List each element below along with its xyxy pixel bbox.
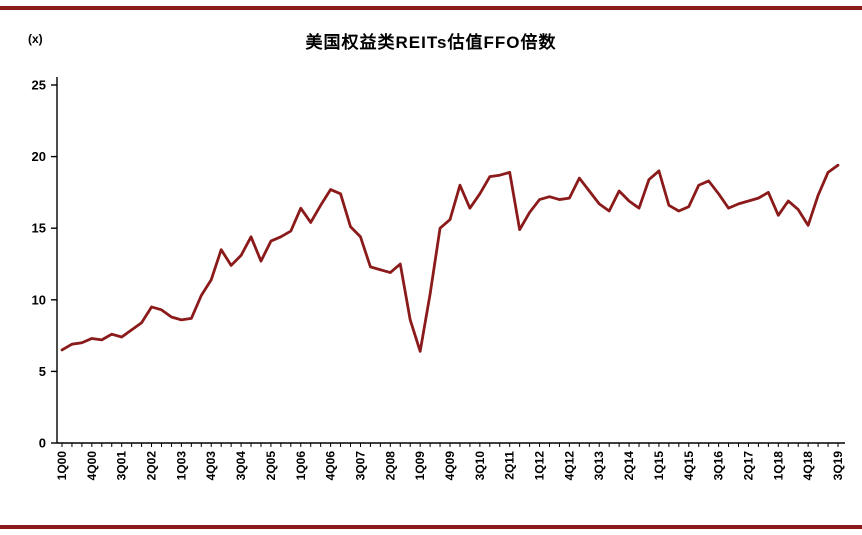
x-tick-label: 1Q09 — [413, 451, 427, 481]
x-tick-label: 4Q12 — [562, 451, 576, 481]
y-tick-label: 25 — [32, 78, 46, 93]
x-tick-label: 1Q03 — [174, 451, 188, 481]
x-tick-label: 2Q02 — [145, 451, 159, 481]
x-tick-label: 2Q11 — [503, 451, 517, 480]
x-tick-label: 3Q07 — [353, 451, 367, 481]
x-tick-label: 1Q15 — [652, 451, 666, 481]
x-tick-label: 3Q19 — [831, 451, 845, 481]
y-tick-label: 0 — [39, 436, 46, 451]
x-tick-label: 3Q13 — [592, 451, 606, 481]
x-tick-label: 4Q06 — [324, 451, 338, 481]
x-tick-label: 3Q10 — [473, 451, 487, 481]
x-tick-label: 1Q18 — [771, 451, 785, 481]
chart-title: 美国权益类REITs估值FFO倍数 — [305, 33, 557, 52]
x-tick-label: 1Q12 — [533, 451, 547, 481]
x-tick-label: 2Q17 — [741, 451, 755, 481]
x-tick-label: 2Q05 — [264, 451, 278, 481]
y-tick-label: 15 — [32, 221, 46, 236]
data-line-series — [60, 163, 840, 353]
x-tick-label: 4Q15 — [682, 451, 696, 481]
y-axis-unit-label: (x) — [28, 32, 43, 46]
x-tick-label: 4Q18 — [801, 451, 815, 481]
top-rule — [0, 6, 862, 10]
x-tick-label: 1Q00 — [55, 451, 69, 481]
x-tick-label: 4Q03 — [204, 451, 218, 481]
x-tick-label: 2Q14 — [622, 451, 636, 481]
y-tick-label: 10 — [32, 292, 46, 307]
y-tick-label: 5 — [39, 364, 46, 379]
x-tick-label: 3Q04 — [234, 451, 248, 481]
x-tick-label: 4Q00 — [85, 451, 99, 481]
y-tick-label: 20 — [32, 149, 46, 164]
bottom-rule — [0, 525, 862, 529]
x-tick-label: 3Q01 — [115, 451, 129, 481]
x-tick-label: 4Q09 — [443, 451, 457, 481]
x-tick-label: 2Q08 — [383, 451, 397, 481]
x-tick-label: 1Q06 — [294, 451, 308, 481]
x-tick-label: 3Q16 — [712, 451, 726, 481]
